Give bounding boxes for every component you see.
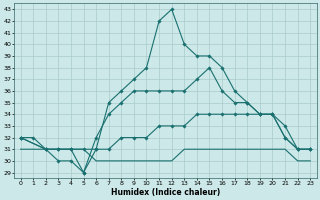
X-axis label: Humidex (Indice chaleur): Humidex (Indice chaleur) xyxy=(111,188,220,197)
